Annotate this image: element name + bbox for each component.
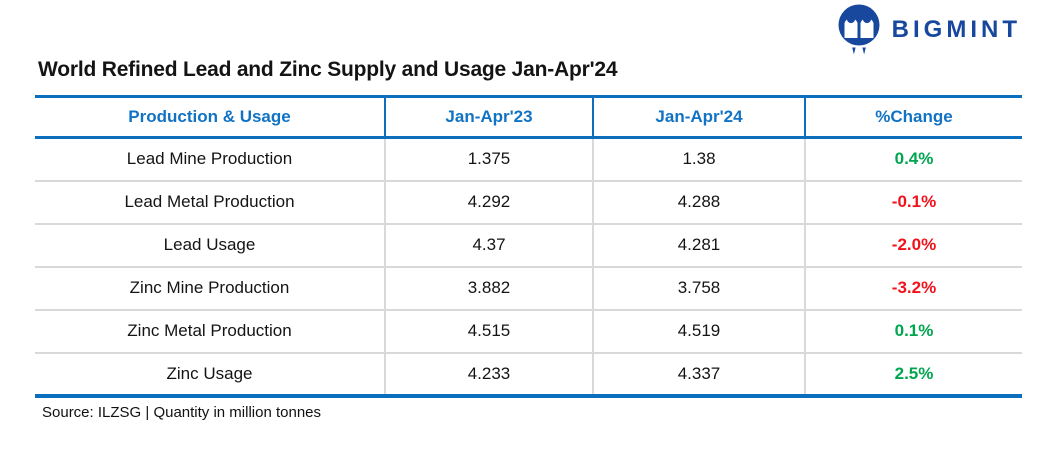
value-jan-apr-24: 4.281 bbox=[592, 223, 805, 267]
row-label: Lead Usage bbox=[163, 235, 256, 254]
source-note: Source: ILZSG | Quantity in million tonn… bbox=[42, 404, 322, 421]
row-label: Zinc Usage bbox=[166, 363, 253, 383]
column-header-production-usage: Production & Usage bbox=[128, 107, 291, 126]
value-jan-apr-24: 1.38 bbox=[592, 137, 805, 181]
pct-change-value: 0.4% bbox=[804, 137, 1022, 181]
table-row: Zinc Metal Production 4.515 4.519 0.1% bbox=[35, 309, 1022, 353]
table-row: Lead Mine Production 1.375 1.38 0.4% bbox=[35, 137, 1022, 181]
value-jan-apr-24: 3.758 bbox=[592, 266, 805, 310]
value-jan-apr-23: 4.515 bbox=[384, 309, 593, 353]
value-jan-apr-24: 4.519 bbox=[592, 309, 805, 353]
row-label: Zinc Metal Production bbox=[127, 321, 292, 340]
pct-change-value: -2.0% bbox=[804, 223, 1022, 267]
table-row: Lead Usage 4.37 4.281 -2.0% bbox=[35, 223, 1022, 267]
row-label: Zinc Mine Production bbox=[129, 278, 290, 297]
value-jan-apr-23: 1.375 bbox=[384, 137, 593, 181]
pct-change-value: -0.1% bbox=[804, 180, 1022, 224]
value-jan-apr-24: 4.288 bbox=[592, 180, 805, 224]
brand-wordmark: BIGMINT bbox=[891, 16, 1021, 43]
column-header-jan-apr-24: Jan-Apr'24 bbox=[592, 96, 805, 138]
table-row: Lead Metal Production 4.292 4.288 -0.1% bbox=[35, 180, 1022, 224]
value-jan-apr-23: 4.37 bbox=[384, 223, 593, 267]
table-row: Zinc Mine Production 3.882 3.758 -3.2% bbox=[35, 266, 1022, 310]
table-header-row: Production & Usage Jan-Apr'23 Jan-Apr'24… bbox=[35, 96, 1022, 138]
value-jan-apr-24: 4.337 bbox=[592, 352, 805, 396]
page-title: World Refined Lead and Zinc Supply and U… bbox=[38, 58, 618, 81]
value-jan-apr-23: 3.882 bbox=[384, 266, 593, 310]
row-label: Lead Mine Production bbox=[126, 149, 293, 169]
bigmint-monogram-icon bbox=[838, 4, 880, 55]
brand-header: BIGMINT bbox=[835, 2, 1021, 58]
table-row: Zinc Usage 4.233 4.337 2.5% bbox=[35, 352, 1022, 396]
value-jan-apr-23: 4.292 bbox=[384, 180, 593, 224]
value-jan-apr-23: 4.233 bbox=[384, 352, 593, 396]
column-header-jan-apr-23: Jan-Apr'23 bbox=[384, 96, 593, 138]
supply-usage-table: Production & Usage Jan-Apr'23 Jan-Apr'24… bbox=[35, 95, 1022, 398]
column-header-pct-change: %Change bbox=[804, 96, 1022, 138]
pct-change-value: -3.2% bbox=[804, 266, 1022, 310]
pct-change-value: 2.5% bbox=[804, 352, 1022, 396]
row-label: Lead Metal Production bbox=[124, 192, 295, 211]
pct-change-value: 0.1% bbox=[804, 309, 1022, 353]
